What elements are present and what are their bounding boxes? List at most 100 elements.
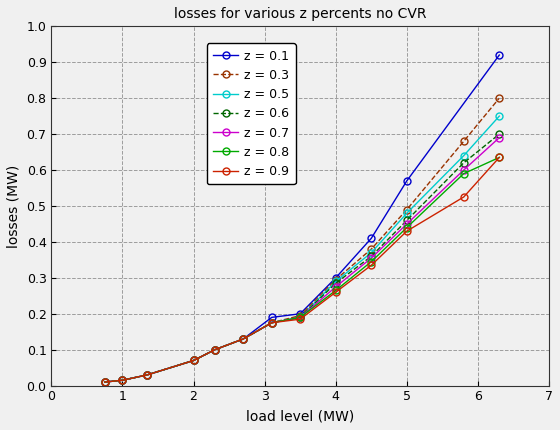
z = 0.3 bbox=[190, 358, 197, 363]
z = 0.5 bbox=[333, 279, 339, 284]
z = 0.8 bbox=[368, 259, 375, 264]
z = 0.9 bbox=[460, 194, 467, 200]
z = 0.6 bbox=[333, 281, 339, 286]
z = 0.6 bbox=[496, 132, 503, 137]
z = 0.9 bbox=[240, 336, 247, 341]
z = 0.9 bbox=[404, 228, 410, 233]
z = 0.3 bbox=[268, 320, 275, 326]
z = 0.6 bbox=[297, 315, 304, 320]
z = 0.9 bbox=[101, 379, 108, 384]
Line: z = 0.7: z = 0.7 bbox=[101, 134, 503, 386]
z = 0.9 bbox=[268, 320, 275, 326]
z = 0.5 bbox=[190, 358, 197, 363]
Title: losses for various z percents no CVR: losses for various z percents no CVR bbox=[174, 7, 427, 21]
z = 0.5 bbox=[368, 250, 375, 255]
z = 0.9 bbox=[212, 347, 218, 352]
z = 0.1 bbox=[190, 358, 197, 363]
z = 0.7 bbox=[144, 372, 151, 378]
Y-axis label: losses (MW): losses (MW) bbox=[7, 164, 21, 248]
z = 0.5 bbox=[460, 153, 467, 158]
z = 0.9 bbox=[119, 378, 126, 383]
z = 0.3 bbox=[404, 207, 410, 212]
z = 0.1 bbox=[101, 379, 108, 384]
z = 0.7 bbox=[368, 255, 375, 261]
z = 0.3 bbox=[333, 277, 339, 282]
z = 0.8 bbox=[333, 288, 339, 293]
z = 0.3 bbox=[460, 139, 467, 144]
z = 0.8 bbox=[496, 155, 503, 160]
z = 0.8 bbox=[119, 378, 126, 383]
Line: z = 0.8: z = 0.8 bbox=[101, 154, 503, 386]
z = 0.8 bbox=[240, 336, 247, 341]
z = 0.3 bbox=[496, 95, 503, 101]
z = 0.3 bbox=[368, 246, 375, 252]
z = 0.1 bbox=[119, 378, 126, 383]
z = 0.5 bbox=[240, 336, 247, 341]
X-axis label: load level (MW): load level (MW) bbox=[246, 409, 354, 423]
z = 0.3 bbox=[119, 378, 126, 383]
z = 0.8 bbox=[144, 372, 151, 378]
z = 0.3 bbox=[144, 372, 151, 378]
z = 0.5 bbox=[297, 315, 304, 320]
z = 0.3 bbox=[212, 347, 218, 352]
z = 0.1 bbox=[333, 275, 339, 280]
z = 0.6 bbox=[212, 347, 218, 352]
z = 0.7 bbox=[404, 221, 410, 227]
z = 0.5 bbox=[268, 320, 275, 326]
z = 0.7 bbox=[101, 379, 108, 384]
z = 0.9 bbox=[333, 290, 339, 295]
z = 0.5 bbox=[212, 347, 218, 352]
z = 0.5 bbox=[496, 114, 503, 119]
z = 0.1 bbox=[212, 347, 218, 352]
z = 0.5 bbox=[404, 211, 410, 216]
z = 0.8 bbox=[268, 320, 275, 326]
z = 0.7 bbox=[268, 320, 275, 326]
Line: z = 0.5: z = 0.5 bbox=[101, 113, 503, 386]
z = 0.6 bbox=[144, 372, 151, 378]
z = 0.1 bbox=[404, 178, 410, 183]
Line: z = 0.1: z = 0.1 bbox=[101, 52, 503, 386]
z = 0.9 bbox=[496, 155, 503, 160]
z = 0.6 bbox=[460, 160, 467, 166]
z = 0.7 bbox=[496, 135, 503, 140]
z = 0.9 bbox=[297, 316, 304, 322]
z = 0.1 bbox=[144, 372, 151, 378]
Legend: z = 0.1, z = 0.3, z = 0.5, z = 0.6, z = 0.7, z = 0.8, z = 0.9: z = 0.1, z = 0.3, z = 0.5, z = 0.6, z = … bbox=[207, 43, 296, 184]
z = 0.9 bbox=[144, 372, 151, 378]
z = 0.1 bbox=[496, 52, 503, 58]
z = 0.5 bbox=[119, 378, 126, 383]
z = 0.1 bbox=[268, 315, 275, 320]
z = 0.3 bbox=[297, 313, 304, 318]
z = 0.3 bbox=[240, 336, 247, 341]
z = 0.6 bbox=[101, 379, 108, 384]
z = 0.8 bbox=[190, 358, 197, 363]
z = 0.6 bbox=[240, 336, 247, 341]
Line: z = 0.6: z = 0.6 bbox=[101, 131, 503, 386]
z = 0.7 bbox=[460, 167, 467, 172]
z = 0.7 bbox=[212, 347, 218, 352]
z = 0.5 bbox=[144, 372, 151, 378]
z = 0.6 bbox=[404, 218, 410, 223]
z = 0.7 bbox=[190, 358, 197, 363]
z = 0.1 bbox=[240, 336, 247, 341]
z = 0.6 bbox=[268, 320, 275, 326]
z = 0.6 bbox=[190, 358, 197, 363]
z = 0.9 bbox=[190, 358, 197, 363]
z = 0.7 bbox=[240, 336, 247, 341]
z = 0.8 bbox=[404, 225, 410, 230]
z = 0.6 bbox=[119, 378, 126, 383]
Line: z = 0.9: z = 0.9 bbox=[101, 154, 503, 386]
z = 0.7 bbox=[119, 378, 126, 383]
z = 0.7 bbox=[297, 315, 304, 320]
z = 0.6 bbox=[368, 254, 375, 259]
z = 0.8 bbox=[460, 171, 467, 176]
z = 0.7 bbox=[333, 284, 339, 289]
z = 0.1 bbox=[368, 236, 375, 241]
z = 0.8 bbox=[101, 379, 108, 384]
z = 0.8 bbox=[212, 347, 218, 352]
Line: z = 0.3: z = 0.3 bbox=[101, 95, 503, 386]
z = 0.3 bbox=[101, 379, 108, 384]
z = 0.1 bbox=[297, 311, 304, 316]
z = 0.5 bbox=[101, 379, 108, 384]
z = 0.8 bbox=[297, 315, 304, 320]
